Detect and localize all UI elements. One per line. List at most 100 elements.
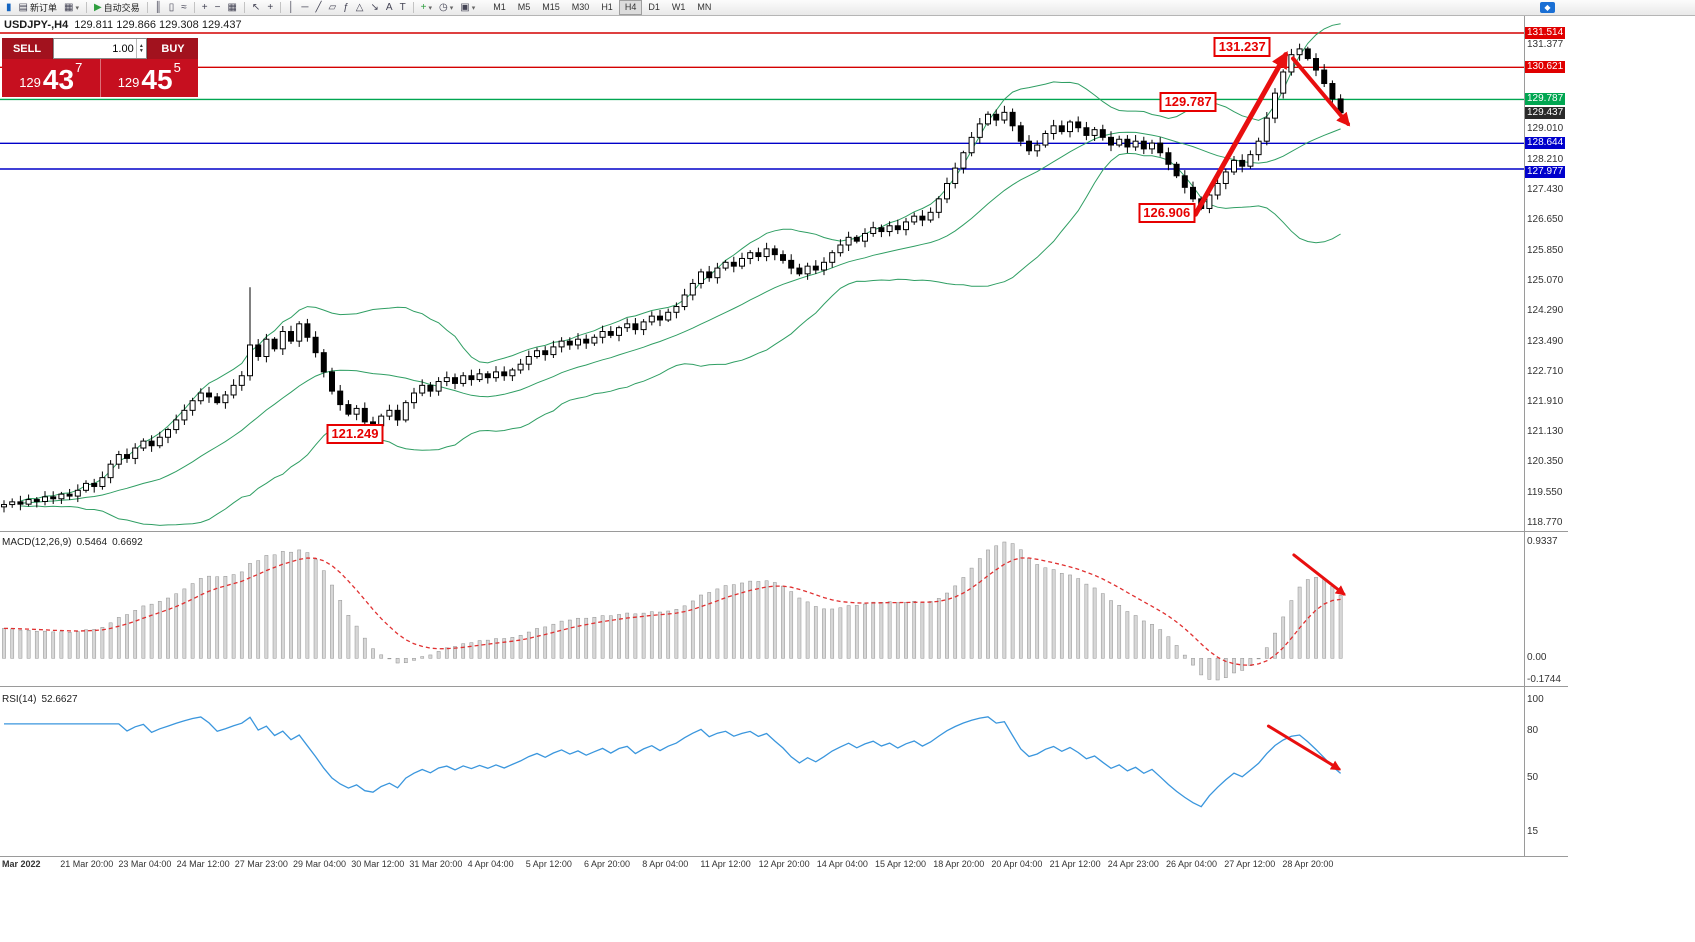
time-axis-label: 24 Mar 12:00 [176, 859, 230, 869]
new-order-button-label: 新订单 [29, 3, 57, 13]
price-scale-label: 127.430 [1527, 184, 1564, 196]
time-axis-label: 4 Apr 04:00 [467, 859, 514, 869]
template-button[interactable]: ▣ ▾ [457, 1, 478, 15]
indicators-button[interactable]: + ▾ [418, 1, 435, 15]
main-chart[interactable] [0, 0, 1568, 872]
time-axis-label: 26 Apr 04:00 [1166, 859, 1218, 869]
bar-chart-icon: ║ [154, 2, 162, 13]
fibonacci-icon: ƒ [343, 2, 349, 13]
candlestick-chart-button[interactable]: ▯ [166, 1, 178, 15]
price-annotation[interactable]: 131.237 [1213, 36, 1271, 57]
price-scale-label: 121.130 [1527, 426, 1564, 438]
sell-price-point: 7 [75, 60, 83, 75]
macd-scale-label: 0.9337 [1527, 536, 1558, 547]
time-axis-label: 18 Apr 20:00 [933, 859, 985, 869]
time-axis-label: 28 Apr 20:00 [1282, 859, 1334, 869]
chevron-down-icon: ▾ [449, 4, 454, 12]
symbol-ohlc: 129.811 129.866 129.308 129.437 [74, 19, 242, 31]
volume-up-icon[interactable]: ▲ [138, 42, 144, 49]
line-chart-button[interactable]: ≈ [178, 1, 190, 15]
charts-grip-button[interactable]: ▮ [3, 1, 15, 15]
chevron-down-icon: ▾ [75, 4, 79, 12]
timeframe-d1[interactable]: D1 [648, 2, 660, 12]
auto-trading-icon: ▶ [93, 2, 102, 13]
volume-input[interactable] [54, 39, 136, 58]
chart-window-button[interactable]: ▦ ▾ [61, 1, 82, 15]
vertical-line-icon: │ [288, 2, 295, 13]
time-axis-label: 11 Apr 12:00 [700, 859, 751, 869]
horizontal-line-button[interactable]: ─ [298, 1, 311, 15]
bar-chart-button[interactable]: ║ [152, 1, 165, 15]
crosshair-button[interactable]: + [264, 1, 276, 15]
community-icon[interactable]: ◆ [1540, 2, 1555, 13]
time-axis-label: Mar 2022 [2, 859, 41, 869]
timeframe-m1[interactable]: M1 [493, 2, 506, 12]
toolbar-separator [243, 2, 245, 13]
tile-windows-button[interactable]: ▦ [224, 1, 239, 15]
zoom-in-button[interactable]: + [199, 1, 211, 15]
volume-down-icon[interactable]: ▼ [138, 47, 144, 54]
text-label-button[interactable]: T [397, 1, 409, 15]
chevron-down-icon: ▾ [428, 4, 433, 12]
text-button[interactable]: A [383, 1, 396, 15]
price-scale-label: 120.350 [1527, 456, 1564, 468]
symbol-name: USDJPY-,H4 [4, 19, 69, 31]
price-scale-label: 121.910 [1527, 396, 1564, 408]
symbol-header: USDJPY-,H4 129.811 129.866 129.308 129.43… [4, 19, 242, 31]
price-scale-label: 122.710 [1527, 365, 1564, 377]
buy-price-pips: 45 [141, 64, 173, 95]
rsi-scale-label: 80 [1527, 725, 1539, 736]
rsi-scale-label: 100 [1527, 694, 1544, 705]
sell-button[interactable]: SELL [2, 38, 52, 59]
shapes-button[interactable]: △ [353, 1, 367, 15]
period-button[interactable]: ◷ ▾ [436, 1, 456, 15]
timeframe-m30[interactable]: M30 [571, 2, 590, 12]
rsi-title: RSI(14) [2, 694, 37, 705]
price-scale-label: 123.490 [1527, 335, 1564, 347]
shapes-icon: △ [355, 2, 364, 13]
timeframe-mn[interactable]: MN [697, 2, 712, 12]
chart-window-icon: ▦ [63, 2, 74, 13]
time-axis-label: 31 Mar 20:00 [409, 859, 463, 869]
sell-price[interactable]: 129 43 7 [2, 59, 100, 97]
buy-price[interactable]: 129 45 5 [99, 59, 199, 97]
fibonacci-button[interactable]: ƒ [340, 1, 352, 15]
timeframe-m5[interactable]: M5 [517, 2, 531, 12]
horizontal-line-icon: ─ [301, 2, 309, 13]
timeframe-h4[interactable]: H4 [618, 0, 643, 15]
price-scale-label: 131.377 [1527, 38, 1564, 50]
price-annotation[interactable]: 129.787 [1159, 91, 1217, 112]
time-axis-label: 14 Apr 04:00 [816, 859, 868, 869]
toolbar-separator [193, 2, 195, 13]
price-scale-label: 129.787 [1525, 93, 1566, 106]
arrow-tool-button[interactable]: ↘ [368, 1, 382, 15]
cursor-button[interactable]: ↖ [249, 1, 263, 15]
timeframe-h1[interactable]: H1 [601, 2, 613, 12]
price-annotation[interactable]: 126.906 [1138, 202, 1196, 223]
timeframe-w1[interactable]: W1 [671, 2, 686, 12]
auto-trading-button-label: 自动交易 [103, 3, 140, 13]
toolbar-separator [85, 2, 87, 13]
timeframe-group: M1 M5 M15 M30 H1 H4 D1 W1 MN [487, 0, 717, 15]
cursor-icon: ↖ [251, 2, 261, 13]
price-scale-label: 125.850 [1527, 244, 1564, 256]
equidistant-channel-button[interactable]: ▱ [326, 1, 340, 15]
macd-scale-label: 0.00 [1527, 652, 1547, 664]
rsi-scale-label: 15 [1527, 825, 1539, 837]
trendline-button[interactable]: ╱ [313, 1, 325, 15]
new-order-button[interactable]: ▤ 新订单 [16, 1, 60, 15]
arrow-tool-icon: ↘ [370, 2, 379, 13]
price-annotation[interactable]: 121.249 [326, 423, 384, 444]
crosshair-icon: + [267, 2, 274, 13]
auto-trading-button[interactable]: ▶ 自动交易 [91, 1, 143, 15]
vertical-line-button[interactable]: │ [285, 1, 297, 15]
buy-button[interactable]: BUY [148, 38, 198, 59]
time-axis-label: 27 Mar 23:00 [234, 859, 288, 869]
timeframe-m15[interactable]: M15 [542, 2, 560, 12]
zoom-out-button[interactable]: − [212, 1, 224, 15]
equidistant-channel-icon: ▱ [328, 2, 337, 13]
toolbar-separator [146, 2, 148, 13]
time-axis-label: 27 Apr 12:00 [1224, 859, 1276, 869]
candlestick-chart-icon: ▯ [168, 2, 175, 13]
price-scale-label: 119.550 [1527, 487, 1563, 498]
